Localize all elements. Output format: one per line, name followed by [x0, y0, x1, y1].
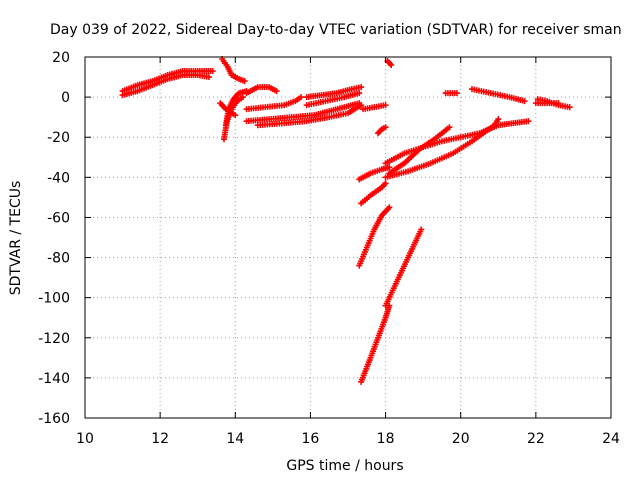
data-point [521, 98, 528, 105]
data-point [209, 68, 216, 75]
y-tick-label: 0 [61, 90, 70, 106]
x-axis-label: GPS time / hours [286, 458, 403, 474]
series-arc-18 [356, 204, 393, 269]
data-point [382, 180, 389, 187]
series-arc-2 [119, 68, 216, 95]
series-arc-6 [217, 100, 239, 119]
series-arc-25 [468, 86, 528, 105]
series-arc-11 [303, 90, 363, 109]
data-point [555, 100, 562, 107]
x-tick-label: 12 [151, 431, 169, 447]
data-point [382, 124, 389, 131]
data-point [495, 116, 502, 123]
y-tick-labels: 20 0 -20 -40 -60 -80 -100 -120 -140 -160 [38, 50, 70, 427]
y-tick-label: -160 [38, 411, 70, 427]
data-point [298, 94, 305, 101]
data-point [356, 90, 363, 97]
data-point [232, 112, 239, 119]
series-arc-23 [386, 124, 453, 177]
y-tick-label: -80 [47, 251, 70, 267]
data-point [386, 164, 393, 171]
plot-frame [84, 56, 612, 419]
chart-title: Day 039 of 2022, Sidereal Day-to-day VTE… [50, 22, 622, 38]
x-tick-label: 24 [602, 431, 620, 447]
series-arc-7 [243, 84, 280, 97]
y-tick-label: 20 [52, 50, 70, 66]
y-axis-label: SDTVAR / TECUs [8, 181, 24, 296]
data-point [453, 90, 460, 97]
series-arc-22 [382, 116, 502, 181]
data-point [388, 62, 395, 69]
data-series [119, 56, 573, 385]
data-point [386, 204, 393, 211]
data-point [525, 118, 532, 125]
x-tick-label: 10 [76, 431, 94, 447]
data-point [358, 84, 365, 91]
data-point [273, 88, 280, 95]
data-point [239, 94, 246, 101]
x-tick-label: 16 [302, 431, 320, 447]
data-point [446, 124, 453, 131]
series-arc-5 [222, 88, 250, 129]
data-point [566, 104, 573, 111]
y-tick-label: -60 [47, 210, 70, 226]
series-arc-10 [254, 102, 365, 129]
x-tick-label: 22 [527, 431, 545, 447]
y-tick-label: -140 [38, 371, 70, 387]
data-point [241, 78, 248, 85]
series-arc-8 [243, 94, 305, 113]
data-point [382, 102, 389, 109]
x-tick-label: 14 [226, 431, 244, 447]
series-arc-13 [360, 102, 389, 113]
series-arc-24 [442, 90, 460, 97]
y-tick-label: -20 [47, 130, 70, 146]
data-point [358, 102, 365, 109]
series-arc-21 [382, 118, 532, 167]
series-arc-16 [356, 164, 393, 183]
x-tick-label: 20 [452, 431, 470, 447]
y-tick-label: -120 [38, 331, 70, 347]
data-point [418, 226, 425, 233]
series-arc-20 [382, 226, 425, 309]
y-tick-label: -100 [38, 291, 70, 307]
series-arc-19 [358, 302, 393, 385]
y-tick-label: -40 [47, 170, 70, 186]
series-arc-17 [358, 180, 389, 207]
x-tick-label: 18 [377, 431, 395, 447]
x-tick-labels: 10 12 14 16 18 20 22 24 [76, 431, 620, 447]
data-point [205, 74, 212, 81]
series-arc-12 [303, 84, 365, 101]
series-arc-14 [375, 124, 389, 137]
series-arc-15 [384, 58, 395, 69]
series-arc-3 [219, 56, 248, 85]
series-arc-27 [532, 100, 562, 107]
axis-ticks [84, 56, 612, 419]
